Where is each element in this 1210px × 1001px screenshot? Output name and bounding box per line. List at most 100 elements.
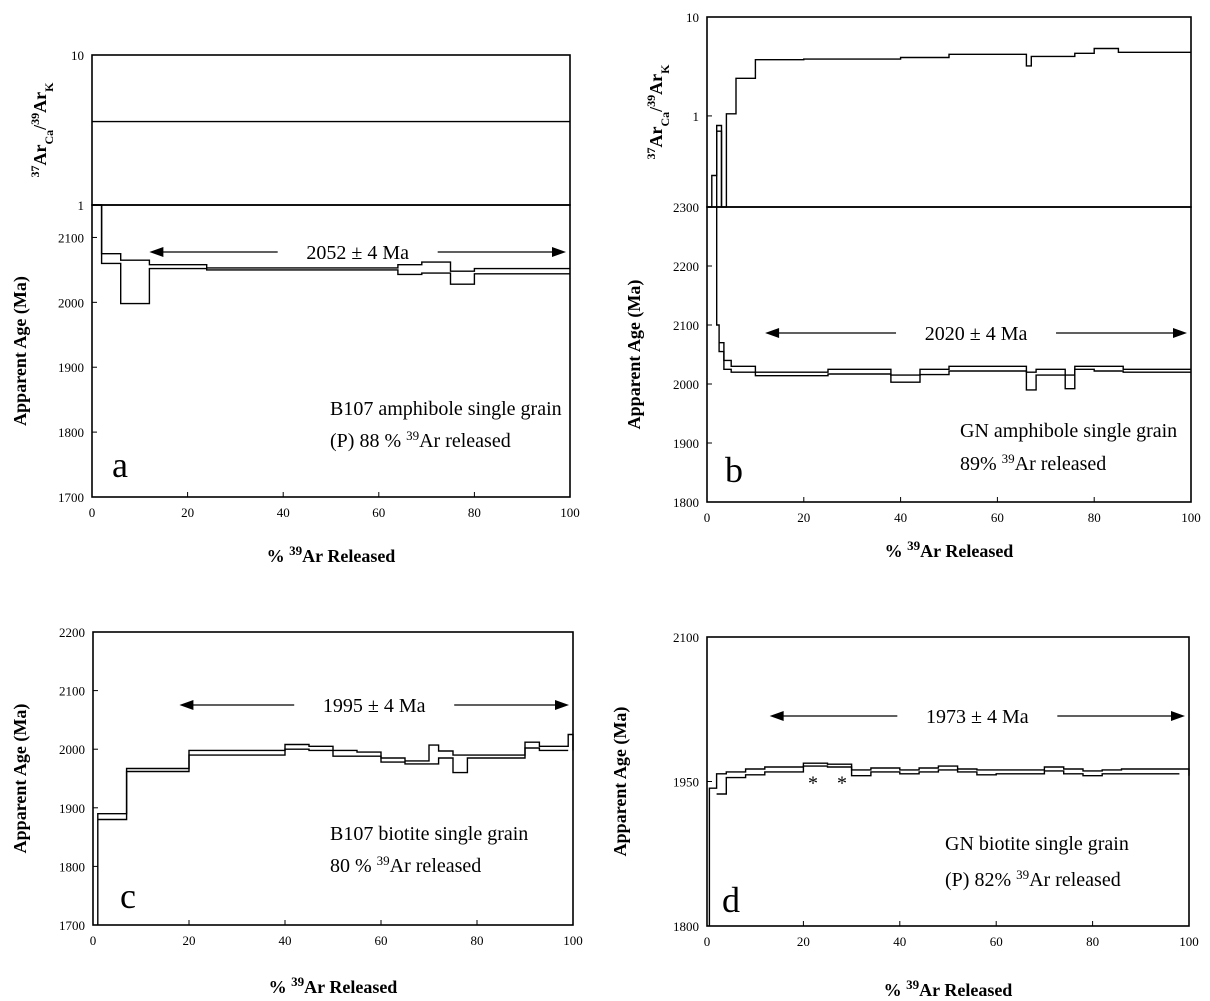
superscript-mass-number: 37 (644, 148, 658, 160)
step-marker-asterisk: * (837, 772, 847, 794)
y-tick-label: 1800 (673, 495, 699, 510)
sample-annotation-line: 80 % 39Ar released (330, 853, 481, 878)
panel-letter: d (722, 880, 740, 920)
ratio-y-tick-label: 10 (686, 10, 699, 25)
superscript-mass-number: 39 (28, 113, 42, 125)
x-tick-label: 20 (797, 510, 810, 525)
label-text: Ar Released (304, 977, 397, 997)
y-tick-label: 1700 (59, 918, 85, 933)
ratio-axis-title: 37ArCa/39ArK (28, 82, 56, 178)
y-tick-label: 1800 (673, 919, 699, 934)
y-tick-label: 1700 (58, 490, 84, 505)
y-tick-label: 2100 (58, 230, 84, 245)
y-axis-title: Apparent Age (Ma) (10, 704, 31, 854)
label-text: Ar (646, 127, 666, 148)
plateau-arrowhead-left (769, 711, 784, 721)
x-tick-label: 0 (704, 934, 711, 949)
x-tick-label: 80 (471, 933, 484, 948)
y-tick-label: 2000 (673, 377, 699, 392)
y-tick-label: 2200 (59, 625, 85, 640)
x-tick-label: 40 (893, 934, 906, 949)
plateau-arrowhead-right (1171, 711, 1185, 721)
sample-annotation-line: B107 biotite single grain (330, 823, 528, 845)
age-spectrum-series-1 (716, 207, 1191, 376)
label-text: % (269, 977, 292, 997)
plateau-arrowhead-right (1173, 328, 1187, 338)
age-spectrum-series-1 (97, 733, 574, 925)
label-text: Ar Released (302, 546, 395, 566)
y-tick-label: 2000 (58, 295, 84, 310)
plateau-age-label: 1973 ± 4 Ma (926, 706, 1029, 728)
subscript-source: Ca (42, 130, 56, 145)
x-tick-label: 100 (560, 505, 580, 520)
age-spectrum-series-2 (719, 342, 1191, 391)
sample-annotation-line: 89% 39Ar released (960, 451, 1106, 476)
y-tick-label: 1950 (673, 775, 699, 790)
x-tick-label: 0 (89, 505, 96, 520)
label-text: (P) 82% (945, 869, 1016, 891)
x-axis-title: % 39Ar Released (884, 977, 1013, 1001)
y-tick-label: 1900 (59, 801, 85, 816)
x-tick-label: 40 (279, 933, 292, 948)
x-tick-label: 20 (183, 933, 196, 948)
superscript-mass-number: 39 (377, 853, 390, 868)
y-tick-label: 2000 (59, 742, 85, 757)
plot-frame (706, 206, 1192, 503)
plateau-arrowhead-right (555, 700, 569, 710)
label-text: Ar released (1029, 869, 1121, 891)
ratio-axis-title: 37ArCa/39ArK (644, 64, 672, 160)
ratio-y-tick-label: 10 (71, 48, 84, 63)
superscript-mass-number: 39 (406, 428, 419, 443)
x-tick-label: 100 (563, 933, 583, 948)
plateau-age-label: 1995 ± 4 Ma (323, 695, 426, 717)
panel-letter: c (120, 876, 136, 916)
subscript-source: K (42, 82, 56, 92)
x-tick-label: 80 (468, 505, 481, 520)
superscript-mass-number: 39 (1002, 451, 1015, 466)
y-axis-title: Apparent Age (Ma) (610, 707, 631, 857)
x-tick-label: 40 (894, 510, 907, 525)
plateau-arrowhead-left (149, 247, 164, 257)
x-tick-label: 20 (797, 934, 810, 949)
superscript-mass-number: 39 (644, 95, 658, 107)
y-tick-label: 1800 (59, 859, 85, 874)
label-text: Ar released (1015, 453, 1107, 475)
x-tick-label: 40 (277, 505, 290, 520)
x-axis-title: % 39Ar Released (267, 543, 396, 567)
x-tick-label: 60 (990, 934, 1003, 949)
label-text: 89% (960, 453, 1002, 475)
x-tick-label: 60 (372, 505, 385, 520)
sample-annotation-line: B107 amphibole single grain (330, 398, 562, 420)
label-text: Ar (646, 74, 666, 95)
y-axis-title: Apparent Age (Ma) (10, 276, 31, 426)
age-spectrum-series-1 (708, 762, 1190, 926)
y-axis-title: Apparent Age (Ma) (624, 280, 645, 430)
x-tick-label: 60 (375, 933, 388, 948)
sample-annotation-line: GN amphibole single grain (960, 420, 1177, 442)
age-spectrum-series-2 (92, 204, 570, 305)
x-axis-title: % 39Ar Released (269, 974, 398, 998)
y-tick-label: 2100 (673, 318, 699, 333)
ratio-y-tick-label: 1 (78, 198, 85, 213)
label-text: Ar (30, 92, 50, 113)
y-tick-label: 2200 (673, 259, 699, 274)
age-spectrum-series-1 (92, 204, 570, 272)
ca-k-ratio-series-1 (707, 47, 1191, 208)
x-tick-label: 100 (1179, 934, 1199, 949)
label-text: Ar released (390, 855, 482, 877)
sample-annotation-line: (P) 88 % 39Ar released (330, 428, 511, 453)
plateau-age-label: 2052 ± 4 Ma (306, 242, 409, 264)
superscript-mass-number: 39 (291, 974, 305, 989)
ca-k-ratio-series-2 (716, 130, 723, 207)
subscript-source: K (658, 64, 672, 74)
superscript-mass-number: 39 (289, 543, 303, 558)
x-tick-label: 0 (90, 933, 97, 948)
y-tick-label: 1900 (673, 436, 699, 451)
y-tick-label: 2300 (673, 200, 699, 215)
ratio-y-tick-label: 1 (693, 109, 700, 124)
